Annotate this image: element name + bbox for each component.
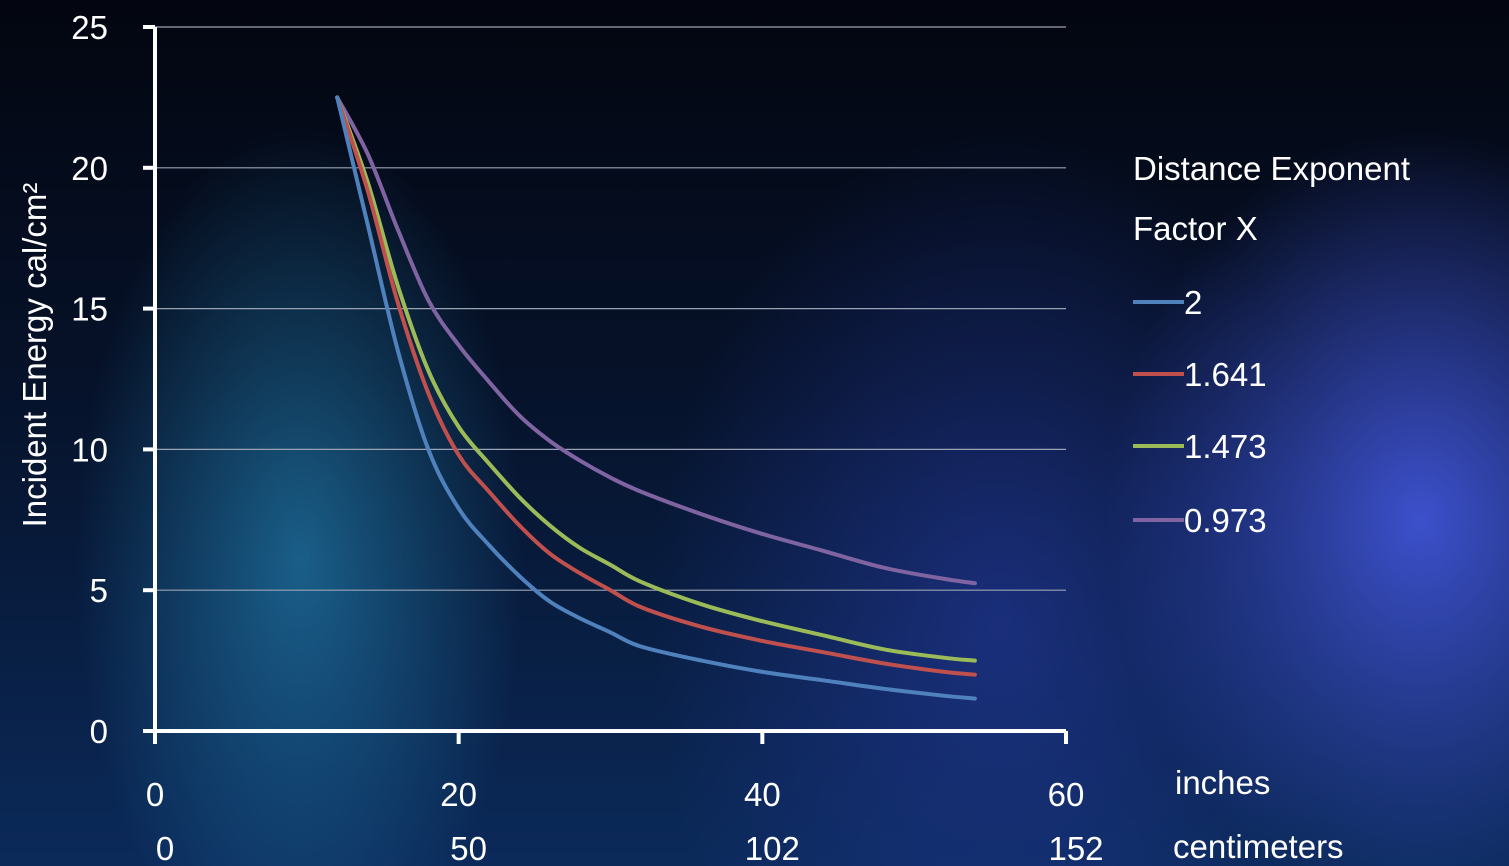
legend-label-2: 1.473 <box>1184 428 1267 465</box>
x-axis-title-inches: inches <box>1175 764 1270 801</box>
x-tick-labels: 0 20 40 60 <box>146 776 1085 813</box>
legend-items: 2 1.641 1.473 0.973 <box>1133 284 1267 539</box>
x-tick-label-secondary-1: 50 <box>450 830 487 866</box>
x-tick-label-secondary-2: 102 <box>745 830 800 866</box>
y-tick-label-0: 0 <box>90 713 108 750</box>
legend-label-0: 2 <box>1184 284 1202 321</box>
legend-title-line1: Distance Exponent <box>1133 150 1410 187</box>
gridlines <box>155 26 1066 591</box>
y-tick-label-5: 25 <box>71 9 108 46</box>
y-tick-label-3: 15 <box>71 291 108 328</box>
legend-label-1: 1.641 <box>1184 356 1267 393</box>
y-axis-title: Incident Energy cal/cm² <box>16 183 53 528</box>
x-tick-label-3: 60 <box>1048 776 1085 813</box>
x-tick-label-2: 40 <box>744 776 781 813</box>
legend: Distance Exponent Factor X 2 1.641 1.473 0.… <box>1133 150 1410 539</box>
x-tick-label-secondary-0: 0 <box>156 830 174 866</box>
y-tick-labels: 0 5 10 15 20 25 <box>71 9 108 750</box>
y-tick-label-4: 20 <box>71 150 108 187</box>
x-tick-label-secondary-3: 152 <box>1048 830 1103 866</box>
x-tick-label-1: 20 <box>440 776 477 813</box>
y-tick-label-2: 10 <box>71 431 108 468</box>
series-line-0 <box>335 95 977 701</box>
series-lines <box>335 95 977 701</box>
y-tick-label-1: 5 <box>90 572 108 609</box>
legend-title-line2: Factor X <box>1133 210 1258 247</box>
x-axis-title-centimeters: centimeters <box>1173 828 1344 865</box>
series-line-1 <box>335 95 977 677</box>
legend-label-3: 0.973 <box>1184 502 1267 539</box>
x-tick-label-0: 0 <box>146 776 164 813</box>
axes <box>143 25 1068 744</box>
series-line-2 <box>335 95 977 663</box>
x-tick-labels-secondary: 0 50 102 152 <box>156 830 1104 866</box>
series-line-3 <box>335 95 977 586</box>
